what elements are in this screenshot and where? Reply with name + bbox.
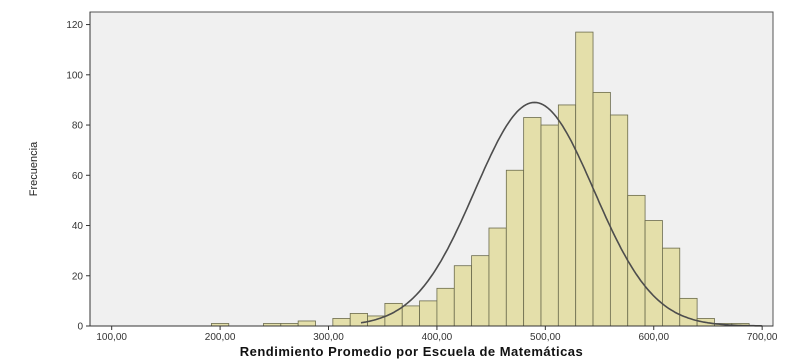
histogram-bar <box>349 313 368 327</box>
histogram-bar <box>540 124 559 327</box>
y-tick-label: 120 <box>66 20 83 31</box>
histogram-bar <box>297 320 316 327</box>
histogram-bar <box>332 318 351 327</box>
histogram-bar <box>471 255 490 327</box>
y-tick-label: 100 <box>66 70 83 81</box>
histogram-bar <box>679 297 698 327</box>
x-axis-label: Rendimiento Promedio por Escuela de Mate… <box>240 344 584 359</box>
axes <box>89 12 773 327</box>
histogram-bar <box>523 117 542 327</box>
x-tick-label: 600,00 <box>638 332 669 343</box>
y-tick-label: 20 <box>72 271 84 282</box>
histogram-bar <box>488 227 507 327</box>
normal-curve <box>360 101 763 327</box>
histogram-bar <box>453 265 473 327</box>
x-tick-label: 700,00 <box>747 332 778 343</box>
x-tick-label: 300,00 <box>313 332 344 343</box>
x-tick-label: 200,00 <box>205 332 236 343</box>
x-tick-label: 500,00 <box>530 332 561 343</box>
histogram-bars <box>211 31 750 327</box>
histogram-bar <box>557 104 577 327</box>
y-axis-ticks: 0 20 40 60 80 100 120 <box>66 20 90 333</box>
y-tick-label: 40 <box>72 221 84 232</box>
x-axis-ticks: 100,00 200,00 300,00 400,00 500,00 600,00 700,… <box>96 326 778 343</box>
y-tick-label: 0 <box>77 322 83 333</box>
histogram-bar <box>436 287 455 327</box>
y-tick-label: 60 <box>72 171 84 182</box>
histogram-bar <box>627 194 646 327</box>
histogram-bar <box>609 114 629 327</box>
histogram-bar <box>662 247 681 327</box>
y-tick-label: 80 <box>72 121 84 132</box>
histogram-bar <box>644 220 663 327</box>
histogram-bar <box>419 300 438 327</box>
histogram-bar <box>401 305 420 327</box>
x-tick-label: 400,00 <box>422 332 453 343</box>
y-axis-label: Frecuencia <box>28 141 40 196</box>
x-tick-label: 100,00 <box>96 332 127 343</box>
histogram-bar <box>575 31 594 327</box>
histogram-bar <box>505 169 525 327</box>
